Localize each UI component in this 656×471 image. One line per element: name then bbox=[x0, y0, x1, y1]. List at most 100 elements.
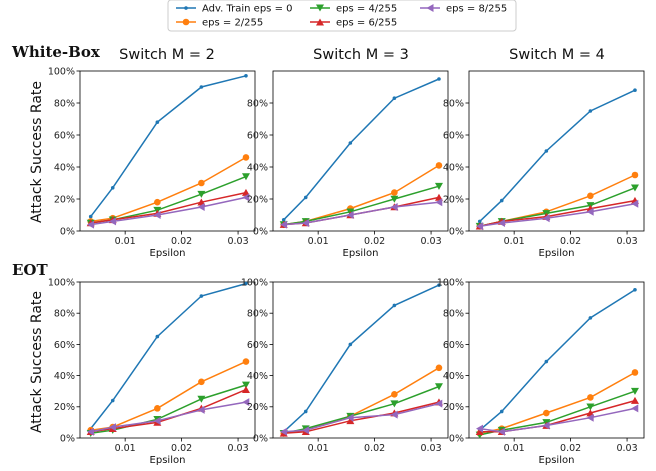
data-point bbox=[435, 162, 443, 169]
data-point bbox=[498, 427, 506, 436]
data-point bbox=[390, 203, 398, 211]
data-point bbox=[242, 358, 250, 365]
y-tick-label: 100% bbox=[437, 277, 464, 288]
data-point bbox=[630, 396, 639, 404]
row-label-eot: EOT bbox=[12, 261, 48, 279]
data-point bbox=[346, 413, 354, 422]
panel-2: 0% 20% 40% 60% 80% 0.01 0.02 0.03 Epsilon bbox=[443, 70, 645, 259]
data-point bbox=[241, 173, 250, 181]
x-tick-label: 0.01 bbox=[308, 236, 329, 247]
data-point bbox=[630, 387, 639, 395]
y-tick-label: 0% bbox=[449, 433, 464, 444]
data-point bbox=[303, 195, 308, 200]
y-tick-label: 20% bbox=[54, 194, 75, 205]
y-tick-label: 0% bbox=[60, 226, 75, 237]
panel-5: 0% 20% 40% 60% 80% 100% 0.01 0.02 0.03 Epsilon bbox=[437, 277, 645, 466]
data-point bbox=[587, 394, 594, 401]
legend-label: eps = 4/255 bbox=[336, 4, 397, 15]
data-point bbox=[587, 192, 594, 200]
data-point bbox=[631, 404, 639, 413]
x-tick-label: 0.03 bbox=[616, 443, 637, 454]
y-tick-label: 80% bbox=[54, 98, 75, 109]
series-line-1 bbox=[90, 360, 247, 431]
y-tick-label: 0% bbox=[449, 226, 464, 237]
legend-marker bbox=[426, 4, 434, 12]
x-axis-label: Epsilon bbox=[150, 455, 186, 466]
y-tick-label: 80% bbox=[443, 98, 464, 109]
data-point bbox=[544, 149, 549, 153]
x-tick-label: 0.01 bbox=[115, 236, 136, 247]
y-axis-label-top: Attack Success Rate bbox=[29, 81, 45, 223]
x-tick-label: 0.01 bbox=[504, 236, 525, 247]
data-point bbox=[303, 409, 308, 414]
plot-frame bbox=[468, 70, 645, 232]
x-tick-label: 0.02 bbox=[364, 443, 385, 454]
y-tick-label: 20% bbox=[443, 194, 464, 205]
x-axis-label: Epsilon bbox=[539, 248, 575, 259]
panels: 0% 20% 40% 60% 80% 100% 0.01 0.02 0.03 Epsilon 0% 2… bbox=[48, 66, 645, 466]
y-tick-label: 60% bbox=[443, 340, 464, 351]
data-point bbox=[110, 398, 115, 403]
y-tick-label: 100% bbox=[241, 277, 268, 288]
data-point bbox=[302, 219, 310, 227]
column-title-m4: Switch M = 4 bbox=[509, 47, 605, 63]
data-point bbox=[435, 399, 443, 408]
data-point bbox=[588, 109, 593, 113]
y-tick-label: 100% bbox=[48, 277, 75, 288]
data-point bbox=[88, 214, 93, 219]
y-tick-label: 40% bbox=[54, 371, 75, 382]
x-tick-label: 0.03 bbox=[420, 443, 441, 454]
data-point bbox=[435, 198, 443, 207]
data-point bbox=[475, 428, 484, 436]
legend-entry-3: eps = 6/255 bbox=[310, 18, 397, 29]
legend-entry-4: eps = 8/255 bbox=[420, 4, 507, 15]
data-point bbox=[435, 364, 443, 372]
data-point bbox=[154, 198, 161, 206]
data-point bbox=[242, 398, 250, 407]
data-point bbox=[633, 288, 637, 292]
x-tick-label: 0.02 bbox=[364, 236, 385, 247]
data-point bbox=[586, 207, 594, 216]
data-point bbox=[244, 281, 248, 286]
y-tick-label: 40% bbox=[247, 371, 268, 382]
data-point bbox=[588, 316, 593, 320]
y-tick-label: 40% bbox=[54, 162, 75, 173]
data-point bbox=[241, 385, 250, 393]
y-tick-label: 40% bbox=[443, 371, 464, 382]
data-point bbox=[242, 154, 250, 161]
data-point bbox=[477, 219, 482, 224]
panel-3: 0% 20% 40% 60% 80% 100% 0.01 0.02 0.03 Epsilon bbox=[48, 277, 256, 466]
row-label-white-box: White-Box bbox=[11, 43, 101, 61]
data-point bbox=[544, 359, 549, 364]
x-tick-label: 0.03 bbox=[420, 236, 441, 247]
y-tick-label: 0% bbox=[60, 433, 75, 444]
data-point bbox=[631, 199, 639, 208]
legend-marker bbox=[184, 6, 188, 10]
y-tick-label: 0% bbox=[253, 433, 268, 444]
plot-frame bbox=[468, 281, 645, 439]
column-title-m3: Switch M = 3 bbox=[313, 47, 409, 63]
legend-label: eps = 2/255 bbox=[202, 18, 263, 29]
y-tick-label: 80% bbox=[54, 309, 75, 320]
y-tick-label: 20% bbox=[54, 402, 75, 413]
x-axis-label: Epsilon bbox=[150, 248, 186, 259]
data-point bbox=[476, 222, 484, 231]
data-point bbox=[280, 220, 288, 229]
data-point bbox=[586, 403, 595, 411]
data-point bbox=[302, 426, 310, 435]
x-axis-label: Epsilon bbox=[343, 248, 379, 259]
legend-label: eps = 8/255 bbox=[446, 4, 507, 15]
data-point bbox=[633, 88, 637, 92]
series-line-1 bbox=[90, 156, 247, 223]
data-point bbox=[631, 171, 639, 179]
data-point bbox=[109, 217, 117, 226]
data-point bbox=[392, 96, 397, 100]
legend-label: Adv. Train eps = 0 bbox=[202, 4, 293, 15]
series-line-0 bbox=[90, 75, 247, 218]
data-point bbox=[280, 427, 288, 436]
y-tick-label: 20% bbox=[443, 402, 464, 413]
legend-marker bbox=[182, 18, 190, 26]
legend-label: eps = 6/255 bbox=[336, 18, 397, 29]
legend-entry-0: Adv. Train eps = 0 bbox=[176, 4, 293, 15]
data-point bbox=[87, 427, 95, 436]
